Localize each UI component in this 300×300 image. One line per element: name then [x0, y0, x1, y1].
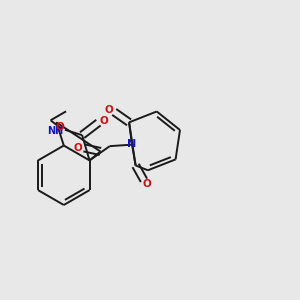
- Text: O: O: [73, 143, 82, 153]
- Text: N: N: [128, 139, 137, 149]
- Text: O: O: [56, 122, 64, 132]
- Text: NH: NH: [47, 126, 63, 136]
- Text: O: O: [99, 116, 108, 126]
- Text: O: O: [104, 105, 113, 115]
- Text: O: O: [142, 179, 151, 190]
